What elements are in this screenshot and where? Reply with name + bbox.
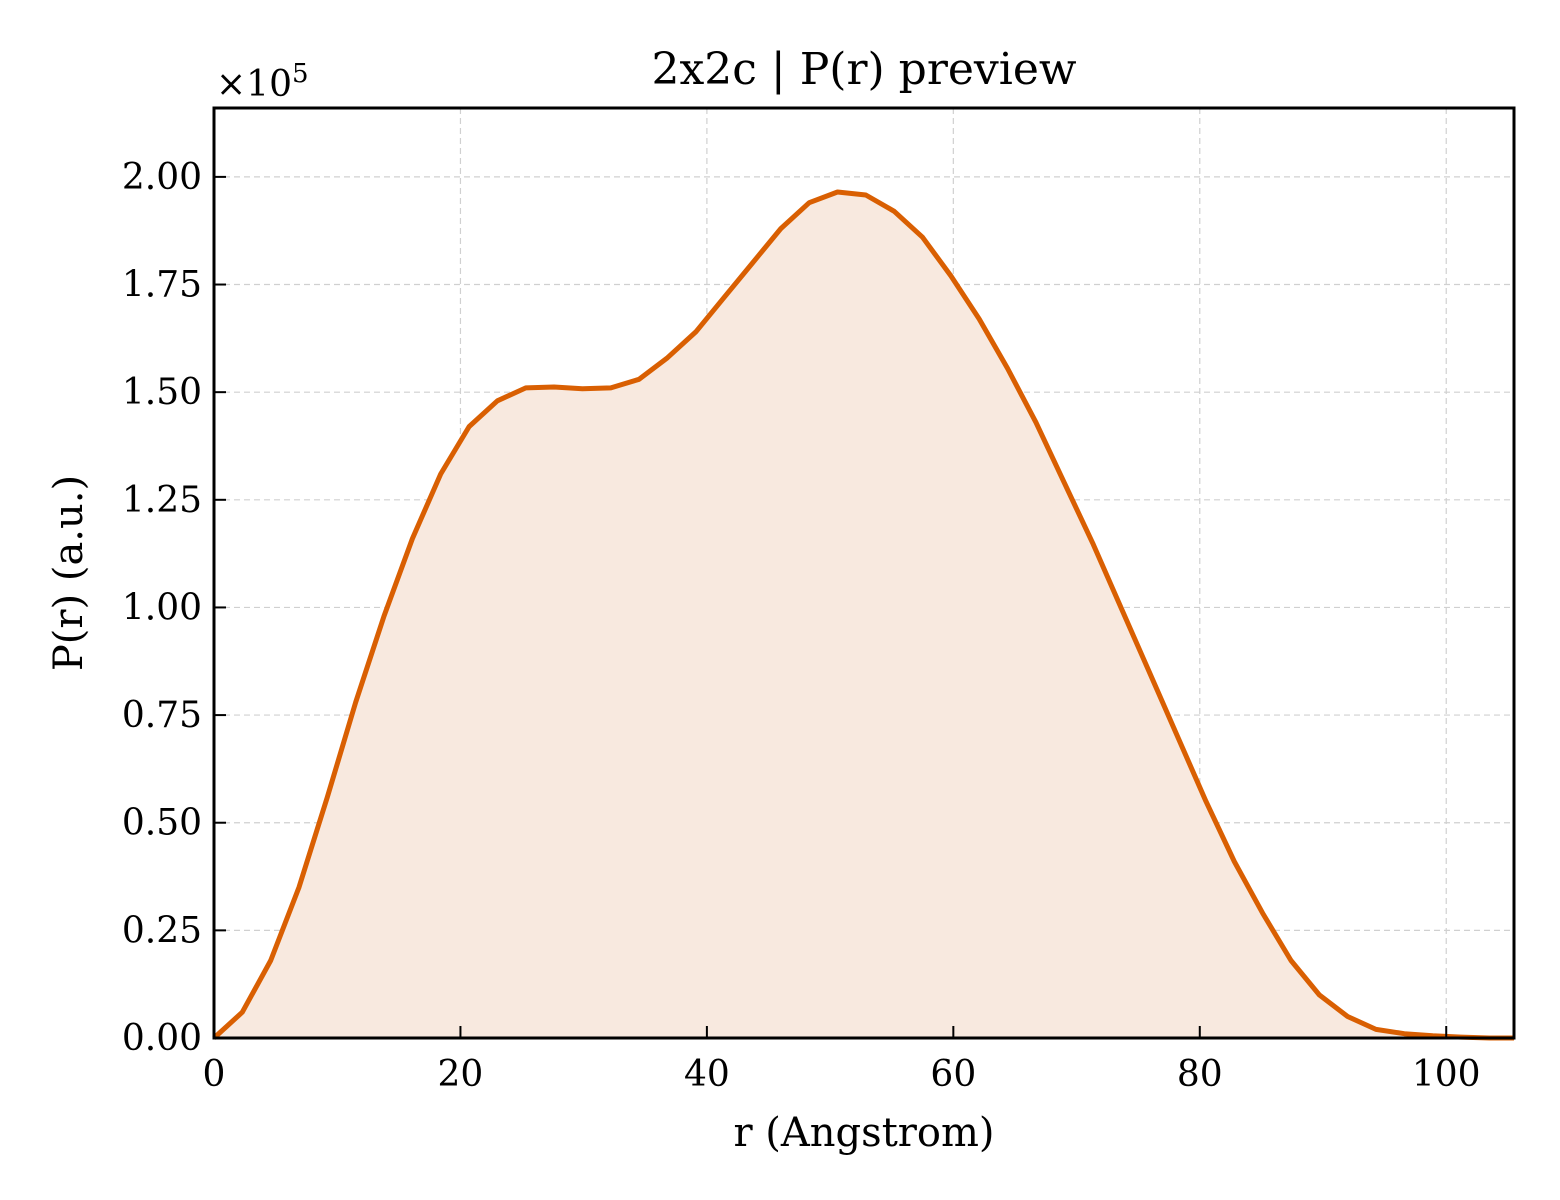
x-tick-label: 0 (203, 1054, 226, 1095)
area-fill (214, 192, 1514, 1038)
axis-ticks (213, 175, 1448, 1039)
y-tick-label: 0.50 (122, 803, 202, 844)
y-tick-label: 0.25 (122, 910, 202, 951)
y-tick-label: 2.00 (122, 157, 202, 198)
x-tick-label: 60 (930, 1054, 976, 1095)
y-tick-label: 0.75 (122, 695, 202, 736)
x-axis-label: r (Angstrom) (733, 1110, 994, 1156)
series-line (212, 189, 1514, 1041)
y-multiplier-exponent: 5 (292, 59, 309, 89)
y-axis-multiplier: ×105 (216, 59, 309, 105)
tick-labels: 0 20 40 60 80 100 0.00 0.25 0.50 0.75 1.00 1.25 1.50… (122, 157, 1481, 1095)
y-multiplier-base: ×10 (216, 64, 292, 105)
x-tick-label: 80 (1177, 1054, 1223, 1095)
x-tick-label: 20 (438, 1054, 484, 1095)
chart-title: 2x2c | P(r) preview (651, 44, 1076, 95)
y-tick-label: 0.00 (122, 1018, 202, 1059)
y-tick-label: 1.00 (122, 587, 202, 628)
y-tick-label: 1.75 (122, 265, 202, 306)
plot-frame (212, 106, 1516, 1040)
y-tick-label: 1.50 (122, 372, 202, 413)
x-tick-label: 100 (1412, 1054, 1481, 1095)
y-tick-label: 1.25 (122, 480, 202, 521)
x-tick-label: 40 (684, 1054, 730, 1095)
y-axis-label: P(r) (a.u.) (46, 475, 92, 671)
